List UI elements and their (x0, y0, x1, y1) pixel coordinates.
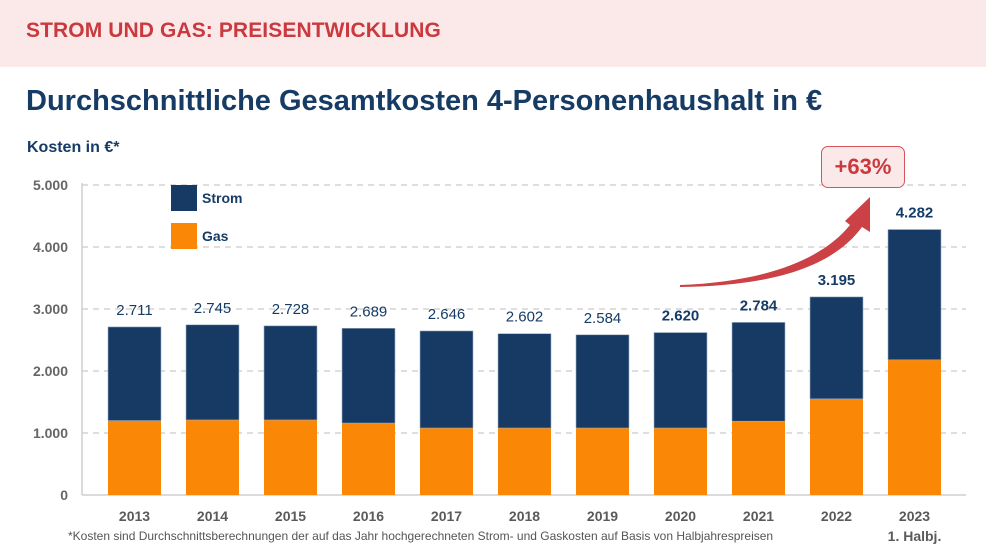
total-label-2020: 2.620 (662, 308, 700, 325)
bar-strom-2016 (341, 327, 396, 424)
bar-strom-2019 (575, 334, 630, 429)
total-label-2013: 2.711 (116, 302, 152, 319)
total-label-2015: 2.728 (272, 301, 310, 318)
x-tick-label-2014: 2014 (197, 508, 228, 524)
x-tick-sublabel-2023: 1. Halbj. (888, 528, 942, 544)
x-tick-label-2022: 2022 (821, 508, 852, 524)
x-tick-label-2018: 2018 (509, 508, 540, 524)
bar-strom-2017 (419, 330, 474, 429)
legend-label-gas: Gas (202, 228, 229, 244)
x-tick-label-2016: 2016 (353, 508, 384, 524)
bar-gas-2022 (810, 398, 863, 495)
header-band: STROM UND GAS: PREISENTWICKLUNG (0, 0, 986, 67)
bar-strom-2020 (653, 332, 708, 429)
y-tick-label: 0 (60, 487, 68, 503)
legend: Strom Gas (171, 185, 242, 249)
x-tick-label-2021: 2021 (743, 508, 774, 524)
bar-gas-2013 (108, 420, 161, 495)
total-label-2023: 4.282 (896, 205, 934, 222)
x-tick-label-2017: 2017 (431, 508, 462, 524)
y-tick-label: 4.000 (33, 239, 68, 255)
x-tick-label-2020: 2020 (665, 508, 696, 524)
bar-strom-2023 (887, 229, 942, 361)
section-kicker: STROM UND GAS: PREISENTWICKLUNG (26, 19, 441, 42)
bar-strom-2022 (809, 296, 864, 400)
bar-strom-2015 (263, 325, 318, 421)
bar-strom-2014 (185, 324, 240, 421)
value-labels: 2.711 2.745 2.728 2.689 2.646 2.602 2.584 2.620… (116, 205, 933, 327)
bar-gas-2015 (264, 419, 317, 495)
y-tick-label: 1.000 (33, 425, 68, 441)
y-tick-label: 3.000 (33, 301, 68, 317)
bar-strom-2021 (731, 322, 786, 422)
bar-gas-2021 (732, 421, 785, 495)
x-tick-label-2019: 2019 (587, 508, 618, 524)
x-tick-label-2015: 2015 (275, 508, 306, 524)
total-label-2018: 2.602 (506, 309, 544, 326)
x-tick-label-2023: 2023 (899, 508, 930, 524)
bar-gas-2018 (498, 428, 551, 495)
legend-label-strom: Strom (202, 190, 242, 206)
bar-gas-2016 (342, 423, 395, 495)
chart-title: Durchschnittliche Gesamtkosten 4-Persone… (26, 85, 823, 117)
bar-gas-2023 (888, 359, 941, 495)
bar-strom-2013 (107, 326, 162, 421)
bar-gas-2014 (186, 419, 239, 495)
footnote: *Kosten sind Durchschnittsberechnungen d… (68, 529, 774, 543)
bar-strom-2018 (497, 333, 552, 429)
growth-badge: +63% (821, 146, 905, 188)
bar-gas-2017 (420, 428, 473, 495)
x-tick-label-2013: 2013 (119, 508, 150, 524)
total-label-2022: 3.195 (818, 272, 856, 289)
x-tick-labels: 2013 2014 2015 2016 2017 2018 2019 2020 2021 2022… (119, 508, 941, 544)
legend-swatch-gas (171, 223, 197, 249)
total-label-2021: 2.784 (740, 297, 778, 314)
total-label-2019: 2.584 (584, 310, 622, 327)
y-axis-label: Kosten in €* (27, 139, 120, 156)
y-tick-label: 5.000 (33, 177, 68, 193)
total-label-2017: 2.646 (428, 306, 466, 323)
y-tick-label: 2.000 (33, 363, 68, 379)
legend-swatch-strom (171, 185, 197, 211)
bar-gas-2019 (576, 428, 629, 495)
total-label-2014: 2.745 (194, 300, 232, 317)
bar-gas-2020 (654, 428, 707, 495)
total-label-2016: 2.689 (350, 303, 388, 320)
bars (107, 229, 942, 495)
